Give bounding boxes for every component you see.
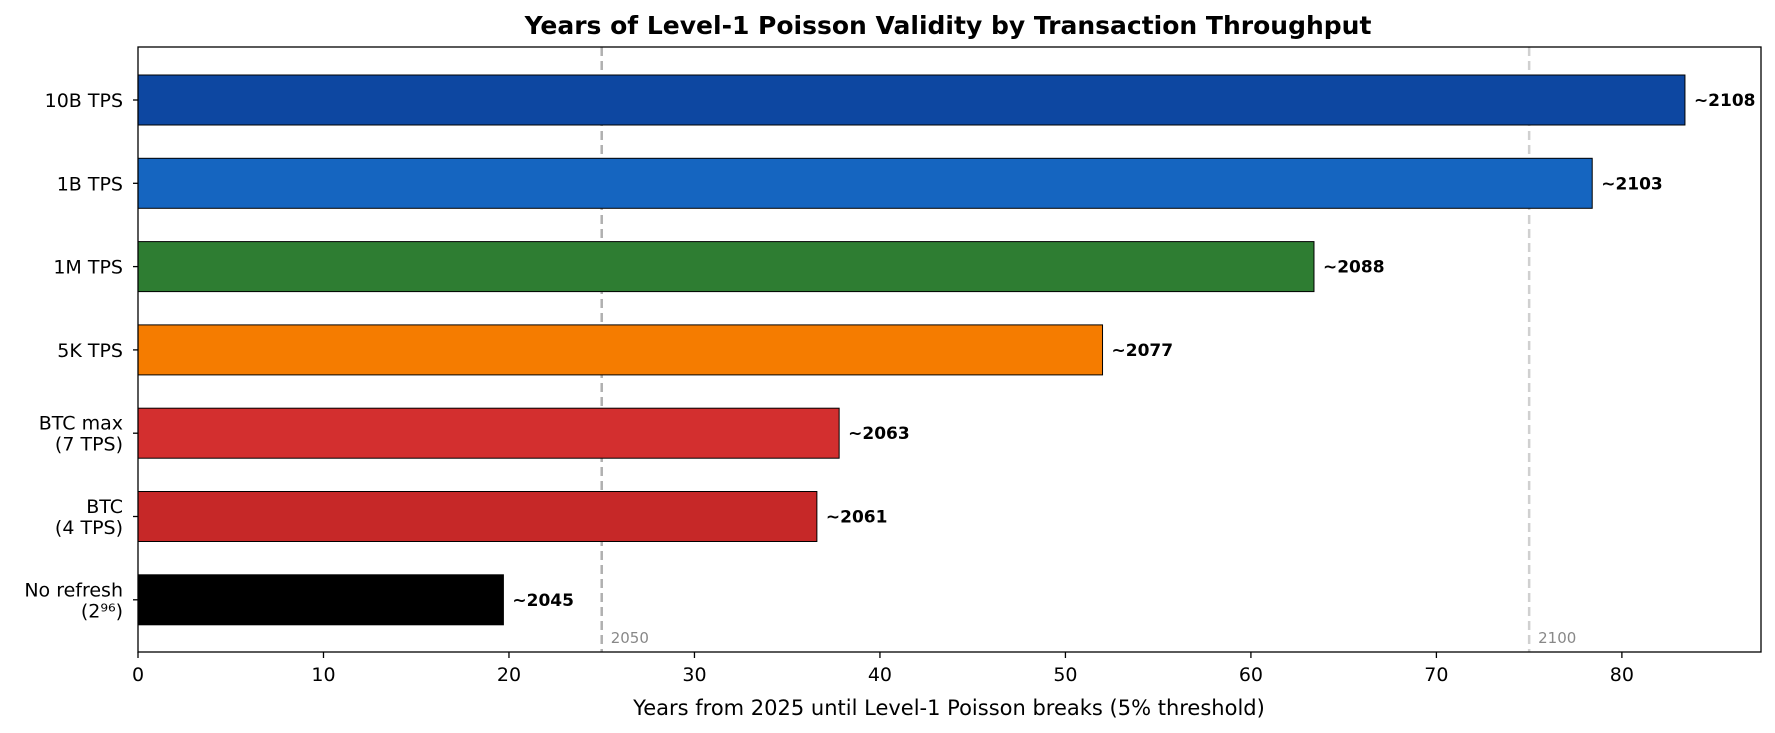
x-tick-label: 70 bbox=[1424, 664, 1448, 686]
reference-line-label: 2100 bbox=[1538, 629, 1576, 647]
x-tick-label: 80 bbox=[1610, 664, 1634, 686]
y-tick-label: 5K TPS bbox=[57, 340, 123, 362]
x-axis-ticks: 0 10 20 30 40 50 60 70 80 bbox=[132, 652, 1634, 686]
x-tick-label: 30 bbox=[682, 664, 706, 686]
bar-data-label: ~2077 bbox=[1112, 341, 1174, 361]
y-axis-ticks: 10B TPS 1B TPS 1M TPS 5K TPS BTC max(7 TPS) B… bbox=[24, 90, 138, 622]
bar-data-label: ~2103 bbox=[1601, 174, 1663, 194]
x-tick-label: 0 bbox=[132, 664, 144, 686]
bar bbox=[137, 574, 504, 626]
y-tick-label: 1M TPS bbox=[53, 257, 123, 279]
bar-data-label: ~2061 bbox=[826, 508, 888, 528]
bar bbox=[137, 74, 1686, 126]
y-tick-label: BTC max bbox=[39, 413, 123, 435]
bar bbox=[137, 407, 840, 459]
x-axis-label: Years from 2025 until Level-1 Poisson br… bbox=[632, 696, 1265, 720]
y-tick-label: 10B TPS bbox=[45, 90, 123, 112]
x-tick-label: 40 bbox=[868, 664, 892, 686]
y-tick-label: BTC bbox=[86, 496, 123, 518]
y-tick-label: (7 TPS) bbox=[55, 434, 123, 456]
bar-data-label: ~2088 bbox=[1323, 258, 1385, 278]
bar bbox=[137, 241, 1315, 293]
bar-data-label: ~2045 bbox=[512, 591, 574, 611]
y-tick-label: 1B TPS bbox=[57, 173, 123, 195]
chart-title: Years of Level-1 Poisson Validity by Tra… bbox=[524, 11, 1372, 40]
bar bbox=[137, 491, 818, 542]
bar bbox=[137, 324, 1104, 376]
bar-data-label: ~2108 bbox=[1694, 91, 1756, 111]
x-tick-label: 50 bbox=[1053, 664, 1077, 686]
bar-data-label: ~2063 bbox=[848, 424, 910, 444]
reference-line-label: 2050 bbox=[611, 629, 649, 647]
x-tick-label: 60 bbox=[1239, 664, 1263, 686]
bar bbox=[137, 157, 1593, 209]
y-tick-label: (4 TPS) bbox=[55, 517, 123, 539]
y-tick-label: (2⁹⁶) bbox=[81, 600, 123, 622]
y-tick-label: No refresh bbox=[24, 579, 123, 601]
x-tick-label: 20 bbox=[497, 664, 521, 686]
x-tick-label: 10 bbox=[311, 664, 335, 686]
bars: ~2108 ~2103 ~2088 ~2077 ~2063 ~2061 ~2045 bbox=[137, 74, 1756, 626]
